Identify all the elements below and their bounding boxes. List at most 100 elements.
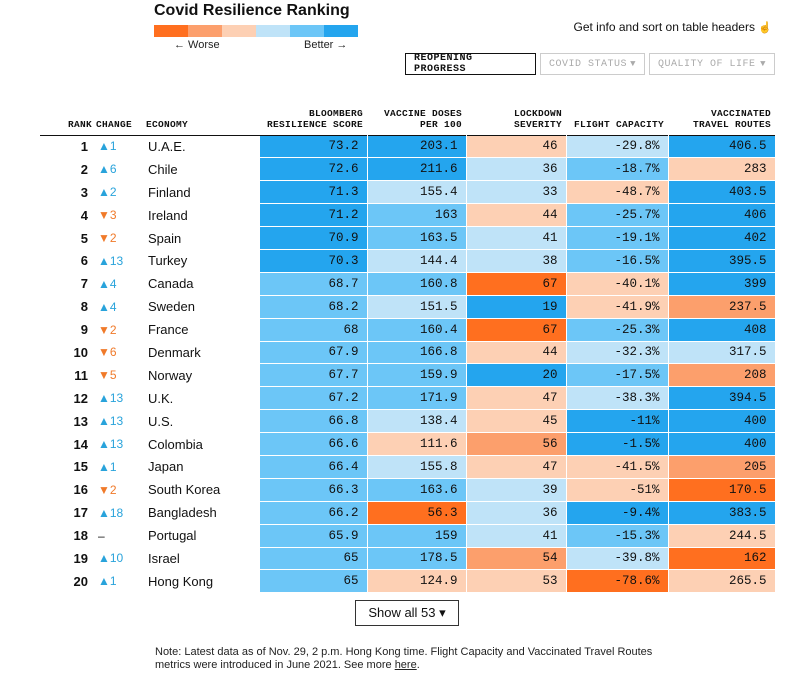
table-row: 13 ▲13 U.S. 66.8 138.4 45 -11% 400 bbox=[40, 409, 776, 434]
change-cell: ▲13 bbox=[92, 386, 142, 411]
lockdown-cell: 67 bbox=[466, 272, 567, 296]
rank-cell: 9 bbox=[40, 318, 92, 342]
lockdown-cell: 67 bbox=[466, 318, 567, 342]
tab-reopening-progress[interactable]: REOPENING PROGRESS bbox=[405, 53, 536, 75]
change-cell: ▼3 bbox=[92, 203, 142, 228]
change-value: ▲1 bbox=[98, 139, 117, 154]
score-cell: 67.2 bbox=[260, 386, 368, 411]
rank-cell: 10 bbox=[40, 341, 92, 365]
ranking-table: RANK CHANGE ECONOMY BLOOMBERG RESILIENCE… bbox=[40, 93, 776, 594]
change-cell: ▲13 bbox=[92, 249, 142, 273]
flight-cell: -48.7% bbox=[566, 180, 669, 205]
change-cell: ▲18 bbox=[92, 501, 142, 525]
legend-better-label: Better → bbox=[304, 39, 348, 51]
tab-covid-status[interactable]: COVID STATUS ▼ bbox=[540, 53, 645, 75]
legend-worse-label: ← Worse bbox=[174, 39, 220, 51]
change-cell: ▲4 bbox=[92, 272, 142, 296]
legend-swatch bbox=[188, 25, 222, 37]
table-row: 1 ▲1 U.A.E. 73.2 203.1 46 -29.8% 406.5 bbox=[40, 135, 776, 159]
header-rank[interactable]: RANK bbox=[67, 118, 92, 130]
flight-cell: -16.5% bbox=[566, 249, 669, 273]
header-lockdown-severity[interactable]: LOCKDOWN SEVERITY bbox=[513, 107, 562, 130]
header-resilience-score[interactable]: BLOOMBERG RESILIENCE SCORE bbox=[266, 107, 363, 130]
table-row: 2 ▲6 Chile 72.6 211.6 36 -18.7% 283 bbox=[40, 157, 776, 182]
change-cell: ▲4 bbox=[92, 295, 142, 319]
economy-cell: Japan bbox=[142, 455, 260, 479]
travel-cell: 408 bbox=[668, 318, 776, 342]
lockdown-cell: 20 bbox=[466, 363, 567, 388]
legend-swatch bbox=[154, 25, 188, 37]
rank-cell: 1 bbox=[40, 135, 92, 159]
change-value: ▼2 bbox=[98, 322, 117, 337]
vaccine-cell: 56.3 bbox=[367, 501, 467, 525]
rank-cell: 14 bbox=[40, 432, 92, 456]
lockdown-cell: 47 bbox=[466, 455, 567, 479]
rank-cell: 20 bbox=[40, 569, 92, 594]
table-row: 3 ▲2 Finland 71.3 155.4 33 -48.7% 403.5 bbox=[40, 180, 776, 205]
change-value: ▲18 bbox=[98, 505, 124, 520]
header-economy[interactable]: ECONOMY bbox=[146, 118, 189, 130]
economy-cell: South Korea bbox=[142, 478, 260, 502]
flight-cell: -18.7% bbox=[566, 157, 669, 182]
table-row: 6 ▲13 Turkey 70.3 144.4 38 -16.5% 395.5 bbox=[40, 249, 776, 273]
flight-cell: -29.8% bbox=[566, 135, 669, 159]
economy-cell: Sweden bbox=[142, 295, 260, 319]
flight-cell: -9.4% bbox=[566, 501, 669, 525]
score-cell: 70.3 bbox=[260, 249, 368, 273]
table-row: 18– Portugal 65.9 159 41 -15.3% 244.5 bbox=[40, 524, 776, 548]
flight-cell: -38.3% bbox=[566, 386, 669, 411]
change-cell: ▲10 bbox=[92, 547, 142, 571]
change-cell: ▲13 bbox=[92, 432, 142, 456]
header-vaccine-doses[interactable]: VACCINE DOSES PER 100 bbox=[383, 107, 462, 130]
change-cell: ▲1 bbox=[92, 455, 142, 479]
travel-cell: 237.5 bbox=[668, 295, 776, 319]
change-value: ▲6 bbox=[98, 162, 117, 177]
economy-cell: Colombia bbox=[142, 432, 260, 456]
table-row: 10 ▼6 Denmark 67.9 166.8 44 -32.3% 317.5 bbox=[40, 341, 776, 365]
economy-cell: U.K. bbox=[142, 386, 260, 411]
header-travel-routes[interactable]: VACCINATED TRAVEL ROUTES bbox=[692, 107, 771, 130]
economy-cell: Ireland bbox=[142, 203, 260, 228]
flight-cell: -40.1% bbox=[566, 272, 669, 296]
travel-cell: 244.5 bbox=[668, 524, 776, 548]
rank-cell: 17 bbox=[40, 501, 92, 525]
change-cell: ▲1 bbox=[92, 135, 142, 159]
change-cell: ▲2 bbox=[92, 180, 142, 205]
flight-cell: -41.5% bbox=[566, 455, 669, 479]
note-link[interactable]: here bbox=[394, 659, 417, 671]
table-row: 11 ▼5 Norway 67.7 159.9 20 -17.5% 208 bbox=[40, 363, 776, 388]
vaccine-cell: 151.5 bbox=[367, 295, 467, 319]
rank-cell: 12 bbox=[40, 386, 92, 411]
lockdown-cell: 54 bbox=[466, 547, 567, 571]
lockdown-cell: 19 bbox=[466, 295, 567, 319]
travel-cell: 400 bbox=[668, 409, 776, 434]
change-cell: ▼5 bbox=[92, 363, 142, 388]
flight-cell: -25.7% bbox=[566, 203, 669, 228]
vaccine-cell: 163.6 bbox=[367, 478, 467, 502]
tab-quality-of-life[interactable]: QUALITY OF LIFE ▼ bbox=[649, 53, 775, 75]
score-cell: 67.9 bbox=[260, 341, 368, 365]
table-row: 20 ▲1 Hong Kong 65 124.9 53 -78.6% 265.5 bbox=[40, 569, 776, 594]
change-value: ▼2 bbox=[98, 231, 117, 245]
travel-cell: 399 bbox=[668, 272, 776, 296]
page-title: Covid Resilience Ranking bbox=[154, 2, 350, 19]
flight-cell: -39.8% bbox=[566, 547, 669, 571]
table-row: 9 ▼2 France 68 160.4 67 -25.3% 408 bbox=[40, 318, 776, 342]
score-cell: 71.3 bbox=[260, 180, 368, 205]
change-value: ▲13 bbox=[98, 253, 124, 268]
change-cell: ▲6 bbox=[92, 157, 142, 182]
travel-cell: 395.5 bbox=[668, 249, 776, 273]
vaccine-cell: 124.9 bbox=[367, 569, 467, 594]
tab-label: REOPENING PROGRESS bbox=[414, 53, 473, 75]
lockdown-cell: 46 bbox=[466, 135, 567, 159]
header-flight-capacity[interactable]: FLIGHT CAPACITY bbox=[573, 118, 664, 130]
score-cell: 66.2 bbox=[260, 501, 368, 525]
vaccine-cell: 155.8 bbox=[367, 455, 467, 479]
header-change[interactable]: CHANGE bbox=[96, 118, 133, 130]
travel-cell: 265.5 bbox=[668, 569, 776, 594]
lockdown-cell: 41 bbox=[466, 226, 567, 250]
flight-cell: -25.3% bbox=[566, 318, 669, 342]
show-all-button[interactable]: Show all 53 ▾ bbox=[355, 600, 459, 626]
change-cell: ▼2 bbox=[92, 478, 142, 502]
travel-cell: 400 bbox=[668, 432, 776, 456]
